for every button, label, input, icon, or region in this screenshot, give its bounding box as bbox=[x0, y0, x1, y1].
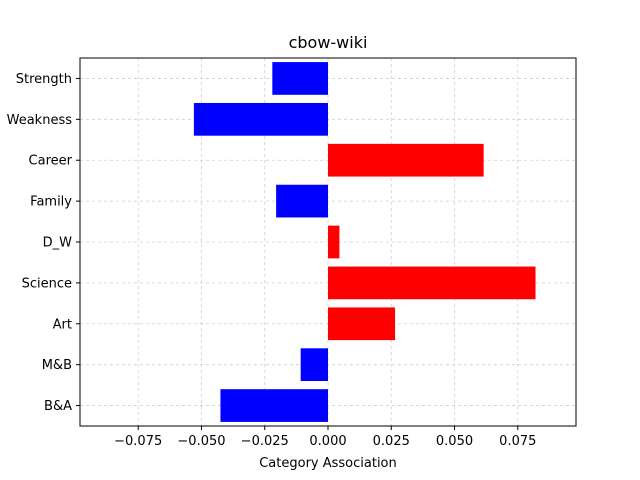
y-tick-label: B&A bbox=[44, 399, 72, 414]
y-tick-label: Strength bbox=[16, 72, 72, 87]
y-tick-label: Art bbox=[53, 317, 72, 332]
y-tick-label: Science bbox=[22, 276, 72, 291]
bar-weakness bbox=[193, 102, 328, 136]
bar-strength bbox=[272, 62, 328, 95]
y-tick-label: Family bbox=[30, 195, 72, 210]
y-tick-label: Career bbox=[29, 154, 73, 169]
bar-b-a bbox=[220, 389, 328, 422]
y-tick-label: D_W bbox=[43, 236, 73, 251]
x-ticks: −0.075 −0.050 −0.025 0.000 0.025 0.050 0.075 bbox=[114, 426, 536, 449]
x-tick-label: −0.075 bbox=[114, 434, 162, 449]
bar-art bbox=[328, 307, 396, 341]
bars bbox=[193, 62, 536, 422]
y-tick-label: Weakness bbox=[7, 113, 73, 128]
bar-family bbox=[276, 184, 328, 218]
x-tick-label: 0.050 bbox=[436, 434, 473, 449]
x-tick-label: −0.025 bbox=[241, 434, 289, 449]
x-axis-label: Category Association bbox=[259, 456, 397, 471]
chart-title: cbow-wiki bbox=[289, 33, 368, 52]
x-tick-label: 0.000 bbox=[309, 434, 346, 449]
y-tick-label: M&B bbox=[42, 358, 72, 373]
x-tick-label: 0.025 bbox=[373, 434, 410, 449]
bar-m-b bbox=[300, 348, 328, 382]
bar-career bbox=[328, 143, 484, 177]
bar-d-w bbox=[328, 225, 340, 259]
x-tick-label: 0.075 bbox=[499, 434, 536, 449]
x-tick-label: −0.050 bbox=[177, 434, 225, 449]
bar-science bbox=[328, 266, 536, 300]
y-ticks: Strength Weakness Career Family D_W Science Ar… bbox=[7, 72, 80, 414]
